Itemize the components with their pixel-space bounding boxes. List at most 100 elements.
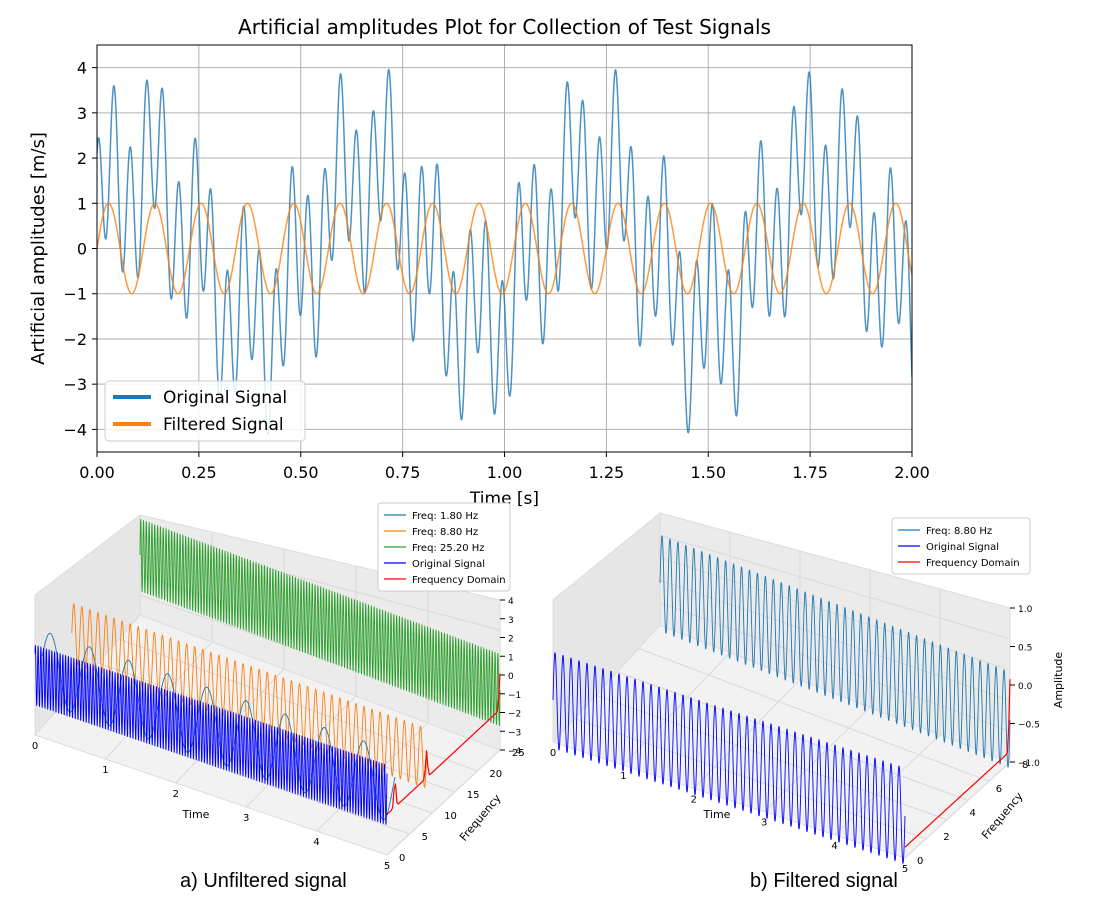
x-tick-label: 2.00 [894, 463, 930, 482]
floor-gridline [245, 695, 357, 808]
frequency-tick-label: 2 [943, 832, 949, 843]
y-tick-label: 4 [77, 59, 87, 78]
frequency-tick-label: 20 [489, 769, 502, 780]
amplitude-tick-label: 3 [508, 616, 514, 626]
amplitude-tick-label: 0.5 [1018, 644, 1032, 654]
y-tick-label: 3 [77, 104, 87, 123]
amplitude-tick-label: −3 [508, 728, 521, 738]
x-tick-label: 1.00 [487, 463, 523, 482]
original-signal-line [97, 68, 912, 436]
legend-label: Original Signal [926, 542, 999, 553]
time-tick-label: 0 [550, 748, 556, 759]
legend-label: Filtered Signal [163, 415, 284, 435]
time-tick-label: 1 [620, 771, 626, 782]
legend-box [891, 517, 1031, 575]
amplitude-tick-label: 1.0 [1018, 605, 1033, 615]
amplitude-tick-label: 0.0 [1018, 682, 1033, 692]
floor-gridline [638, 647, 990, 782]
amplitude-tick-label: 2 [508, 635, 514, 645]
original-signal-line [34, 644, 388, 825]
caption-filtered: b) Filtered signal [750, 870, 898, 892]
amplitude-tick-label: −4 [508, 747, 522, 757]
time-tick-label: 5 [902, 864, 908, 875]
x-tick-label: 0.25 [181, 463, 217, 482]
time-tick-label: 5 [384, 861, 390, 872]
y-tick-label: 2 [77, 149, 87, 168]
amplitude-tick-label: −0.5 [1018, 721, 1040, 731]
floor-gridline [834, 734, 941, 836]
frequency-tick-label: 5 [422, 832, 428, 843]
main-legend: Original Signal Filtered Signal [104, 380, 306, 442]
time-tick-label: 3 [761, 818, 767, 829]
legend-label: Freq: 8.80 Hz [926, 526, 992, 537]
caption-unfiltered: a) Unfiltered signal [180, 870, 347, 892]
y-tick-label: −2 [63, 330, 87, 349]
amplitude-axis-label: Amplitude [1052, 652, 1065, 709]
legend-box [104, 380, 306, 442]
amplitude-tick-label: −2 [508, 710, 521, 720]
floor-gridline [623, 652, 731, 766]
frequency-tick-label: 0 [399, 853, 405, 864]
frequency-tick-label: 6 [996, 784, 1002, 795]
legend-box [377, 502, 511, 592]
legend-label: Frequency Domain [926, 558, 1020, 569]
frequency-tick-label: 4 [970, 808, 976, 819]
y-axis-label: Artificial amplitudes [m/s] [28, 132, 49, 365]
x-tick-label: 0.50 [283, 463, 319, 482]
subplot-legend: Freq: 8.80 Hz Original Signal Frequency Do… [891, 517, 1031, 575]
x-tick-label: 0.00 [79, 463, 115, 482]
amplitude-tick-label: 4 [508, 597, 514, 607]
chart-title: Artificial amplitudes Plot for Collectio… [238, 15, 771, 39]
frequency-tick-label: 8 [1022, 760, 1028, 771]
time-tick-label: 4 [831, 841, 837, 852]
y-tick-label: −4 [63, 420, 87, 439]
amplitude-tick-label: −1 [508, 691, 521, 701]
original-signal-line [552, 652, 906, 864]
legend-label: Frequency Domain [412, 575, 506, 586]
x-tick-label: 1.75 [792, 463, 828, 482]
legend-label: Freq: 1.80 Hz [412, 511, 478, 522]
frequency-tick-label: 25 [512, 748, 525, 759]
y-tick-label: 1 [77, 194, 87, 213]
amplitude-tick-label: 1 [508, 653, 514, 663]
legend-label: Freq: 25.20 Hz [412, 543, 485, 554]
x-tick-label: 1.25 [589, 463, 625, 482]
legend-label: Freq: 8.80 Hz [412, 527, 478, 538]
subplot-legend: Freq: 1.80 Hz Freq: 8.80 Hz Freq: 25.20 Hz… [377, 502, 511, 592]
time-tick-label: 3 [243, 813, 249, 824]
y-tick-label: −3 [63, 375, 87, 394]
legend-label: Original Signal [412, 559, 485, 570]
frequency-axis-label: Frequency [979, 789, 1026, 841]
back-gridline [659, 534, 1011, 640]
frequency-tick-label: 0 [917, 856, 923, 867]
time-tick-label: 2 [173, 789, 179, 800]
frequency-tick-label: 10 [444, 811, 457, 822]
amplitude-tick-label: −1.0 [1018, 759, 1040, 769]
time-axis-label: Time [182, 808, 210, 821]
floor-gridline [316, 722, 429, 832]
time-tick-label: 4 [313, 837, 319, 848]
freq-8.80hz-line [659, 535, 1011, 768]
frequency-domain-line [904, 679, 1011, 848]
frequency-domain-line [386, 673, 501, 815]
frequency-axis-label: Frequency [457, 791, 504, 843]
x-tick-label: 1.50 [690, 463, 726, 482]
main-chart: 0.00 0.25 0.50 0.75 1.00 1.25 1.50 1.75 2.00 −4 −3… [28, 15, 930, 509]
floor-gridline [693, 679, 801, 789]
time-tick-label: 2 [691, 794, 697, 805]
floor-gridline [595, 694, 948, 821]
floor-gridline [386, 749, 501, 856]
y-tick-label: 0 [77, 240, 87, 259]
legend-label: Original Signal [163, 388, 287, 408]
time-tick-label: 0 [32, 741, 38, 752]
y-tick-label: −1 [63, 285, 87, 304]
floor-gridline [55, 710, 410, 835]
side-pane [552, 511, 661, 744]
x-tick-label: 0.75 [385, 463, 421, 482]
time-axis-label: Time [703, 808, 731, 821]
amplitude-tick-label: 0 [508, 672, 514, 682]
filtered-signal-line [97, 202, 912, 295]
